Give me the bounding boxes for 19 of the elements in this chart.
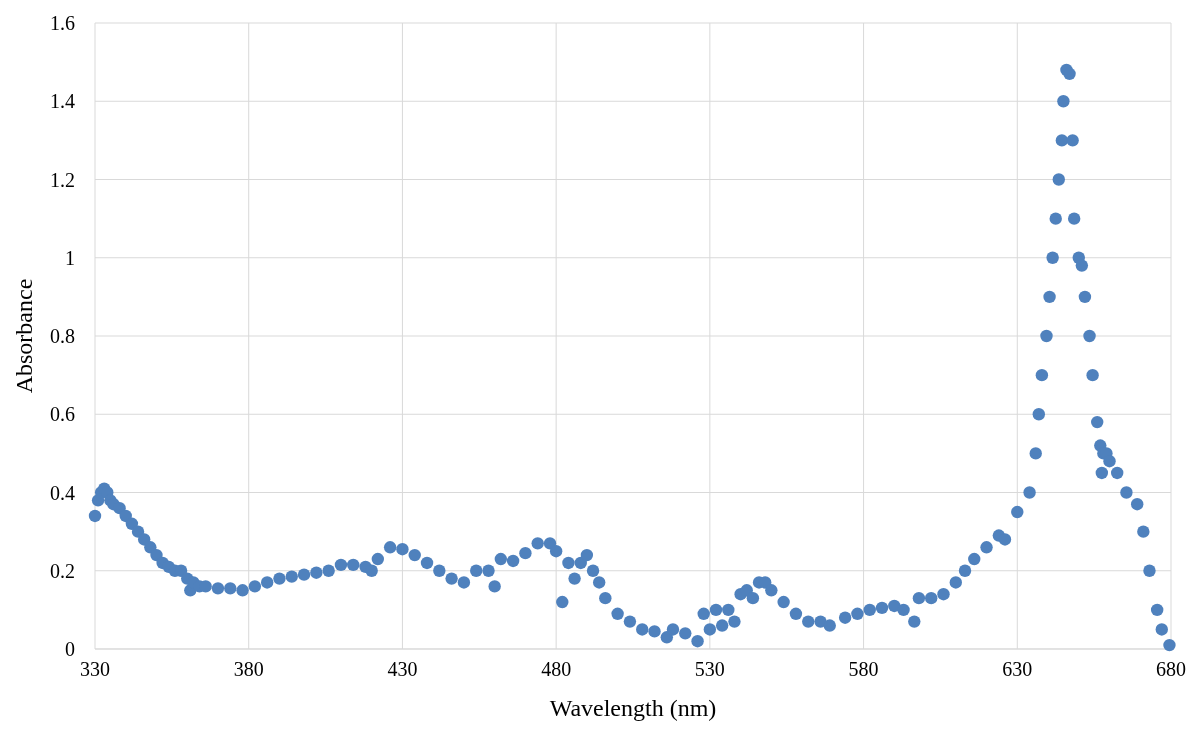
y-tick-label: 1.4	[50, 90, 75, 113]
y-tick-label: 1	[65, 246, 75, 269]
y-tick-label: 0	[65, 638, 75, 660]
y-tick-label: 1.6	[50, 12, 75, 34]
x-tick-label: 680	[1156, 658, 1186, 680]
x-tick-label: 630	[1002, 658, 1033, 680]
x-tick-label: 530	[694, 658, 725, 680]
y-tick-label: 0.2	[50, 559, 75, 582]
x-tick-label: 430	[387, 658, 418, 680]
x-tick-label: 580	[848, 658, 879, 680]
x-axis-title: Wavelength (nm)	[549, 695, 717, 721]
y-axis-title: Absorbance	[11, 278, 37, 394]
y-tick-label: 0.4	[50, 481, 75, 504]
x-tick-label: 330	[80, 658, 110, 680]
x-tick-label: 380	[233, 658, 264, 680]
y-tick-label: 1.2	[50, 168, 75, 191]
x-tick-label: 480	[541, 658, 572, 680]
y-tick-label: 0.8	[50, 325, 75, 347]
y-tick-label: 0.6	[50, 403, 75, 426]
